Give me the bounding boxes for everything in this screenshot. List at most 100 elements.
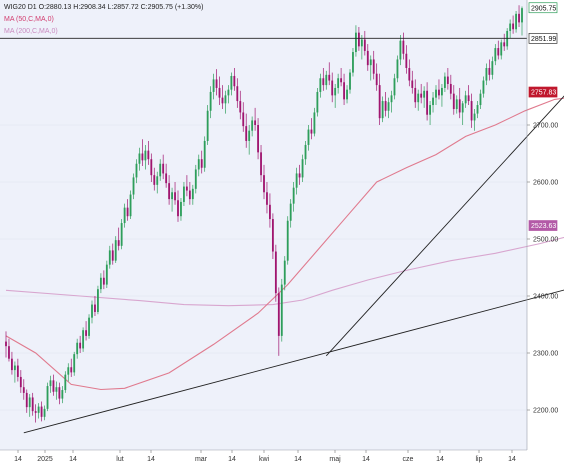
candle-body [180,201,182,217]
ma200-line [5,236,564,307]
candle-body [194,169,197,189]
candle [174,182,176,205]
candle [209,86,212,119]
plot-area[interactable] [0,0,527,450]
candle-body [67,367,70,375]
candle-body [46,386,49,409]
candle-body [159,163,162,177]
candle [343,73,345,106]
candle [381,96,384,123]
candle-body [363,39,366,51]
badge-value: 2905.75 [531,5,556,12]
candle-body [366,50,369,66]
candle [349,69,351,94]
candle-body [209,91,212,111]
price-badge-last: 2905.75 [528,2,558,14]
candle [79,335,82,353]
candle-body [286,220,289,261]
candle-body [215,79,218,88]
candle [97,285,99,315]
candle-body [482,80,485,94]
candle [248,125,251,155]
candle-body [283,260,286,285]
candle-body [357,32,360,47]
candle [316,87,319,117]
candle [446,68,449,90]
candle [366,44,369,71]
candle [325,70,328,90]
candle [183,182,185,206]
ma200-path [5,236,564,307]
candle-body [55,387,58,392]
candle-body [455,99,458,110]
candle-body [346,89,348,100]
candle [292,182,295,212]
candle-body [185,186,188,191]
candle-body [277,293,280,336]
candle [224,90,227,114]
candle [91,300,93,324]
candle-body [233,75,236,87]
time-tick-label: 14 [436,456,444,463]
candle [34,404,37,423]
candle [188,182,191,205]
candle-body [108,250,111,265]
candle-body [76,342,79,355]
time-tick-label: 14 [294,456,302,463]
candle [141,139,144,167]
candle [254,107,257,131]
candle [497,40,500,60]
ma50-legend: MA (50,C,MA,0) [4,16,54,23]
candle [458,87,461,119]
candle-body [325,74,328,86]
candle-body [236,86,239,102]
candle-body [369,59,372,66]
candle [399,34,402,66]
candle-body [263,175,265,193]
candle [82,327,85,352]
candle [64,371,67,393]
candle-body [5,341,7,347]
candle-body [426,90,429,115]
candle-body [405,53,408,68]
time-tick-label: lip [475,456,482,463]
candle-body [449,83,452,94]
candle-body [301,159,304,178]
price-axis[interactable]: 2200.00 2300.00 2400.00 2500.00 2600.00 2700.… [526,0,558,450]
candle-body [488,68,491,75]
candle-body [446,76,449,84]
candle [233,68,236,91]
candle [194,164,197,194]
candle-body [271,219,274,252]
candle-body [509,23,512,31]
candle [138,147,141,171]
candle [251,116,254,137]
candle [16,358,19,382]
candle [384,91,387,117]
candle-body [503,42,506,47]
legend: WIG20 D1 O:2880.13 H:2908.34 L:2857.72 C… [4,2,203,38]
candle-body [384,101,387,111]
candle [426,82,429,121]
candle-body [319,78,322,92]
candle-body [494,48,497,62]
candle-body [245,126,248,141]
time-tick-label: maj [329,456,341,463]
price-tick-label: 2200.00 [533,408,558,415]
candle-body [378,85,381,119]
badge-value: 2523.63 [531,223,556,230]
candle [298,164,301,185]
candle [479,89,482,110]
candle [177,190,179,222]
candle [301,154,304,182]
time-axis[interactable]: 14 2025 14 lut 14 mar 14 kwi 14 maj 14 cze 14 lip 14 [0,449,527,463]
candle-body [441,87,443,96]
candle-body [467,95,470,102]
price-tick-label: 2400.00 [533,294,558,301]
candle-body [191,188,194,200]
candle-body [313,112,316,134]
candle [355,25,357,57]
candle-body [206,110,209,141]
candle [266,182,268,214]
